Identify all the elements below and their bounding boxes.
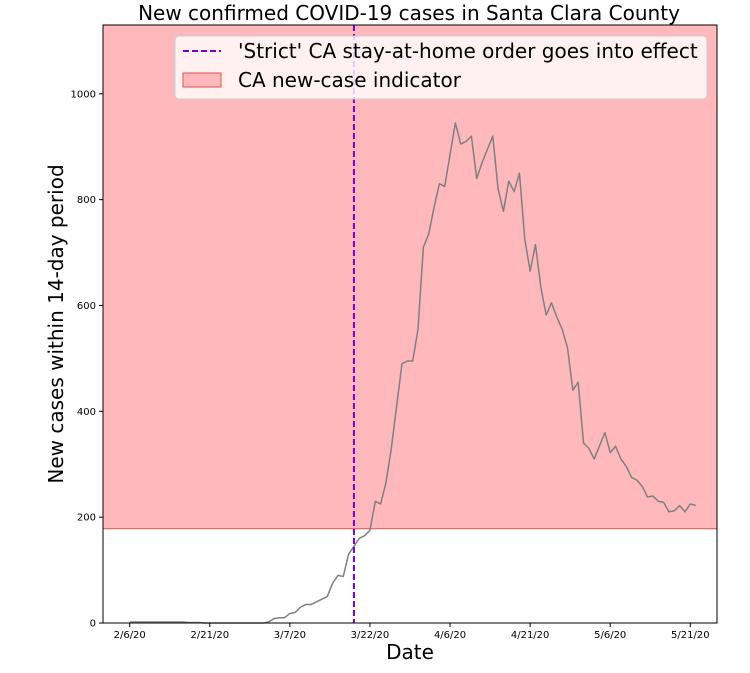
x-tick-label: 2/6/20: [114, 630, 146, 641]
x-axis-label: Date: [386, 640, 434, 664]
y-axis-label: New cases within 14-day period: [44, 164, 68, 483]
legend: 'Strict' CA stay-at-home order goes into…: [174, 35, 708, 100]
x-tick-label: 5/6/20: [594, 630, 626, 641]
y-tick-label: 800: [77, 195, 96, 206]
x-tick-label: 3/7/20: [274, 630, 306, 641]
y-tick-label: 600: [77, 301, 96, 312]
y-tick-label: 1000: [71, 89, 96, 100]
y-tick-label: 0: [90, 619, 96, 630]
x-tick-label: 4/6/20: [434, 630, 466, 641]
plot-frame: [102, 24, 718, 624]
indicator-region: [103, 25, 717, 529]
y-axis: 0 200 400 600 800 1000: [71, 89, 103, 630]
plot-area: [102, 24, 718, 624]
x-tick-label: 5/21/20: [671, 630, 710, 641]
legend-indicator-swatch: [182, 72, 222, 88]
y-tick-label: 400: [77, 407, 96, 418]
legend-vline-label: 'Strict' CA stay-at-home order goes into…: [238, 39, 698, 63]
x-tick-label: 3/22/20: [351, 630, 390, 641]
y-tick-label: 200: [77, 513, 96, 524]
legend-indicator-label: CA new-case indicator: [238, 68, 462, 92]
legend-box: [174, 35, 708, 100]
chart-title: New confirmed COVID-19 cases in Santa Cl…: [138, 1, 680, 25]
x-axis: 2/6/20 2/21/20 3/7/20 3/22/20 4/6/20 4/21/20 5…: [114, 623, 710, 641]
x-tick-label: 4/21/20: [511, 630, 550, 641]
x-tick-label: 2/21/20: [191, 630, 230, 641]
